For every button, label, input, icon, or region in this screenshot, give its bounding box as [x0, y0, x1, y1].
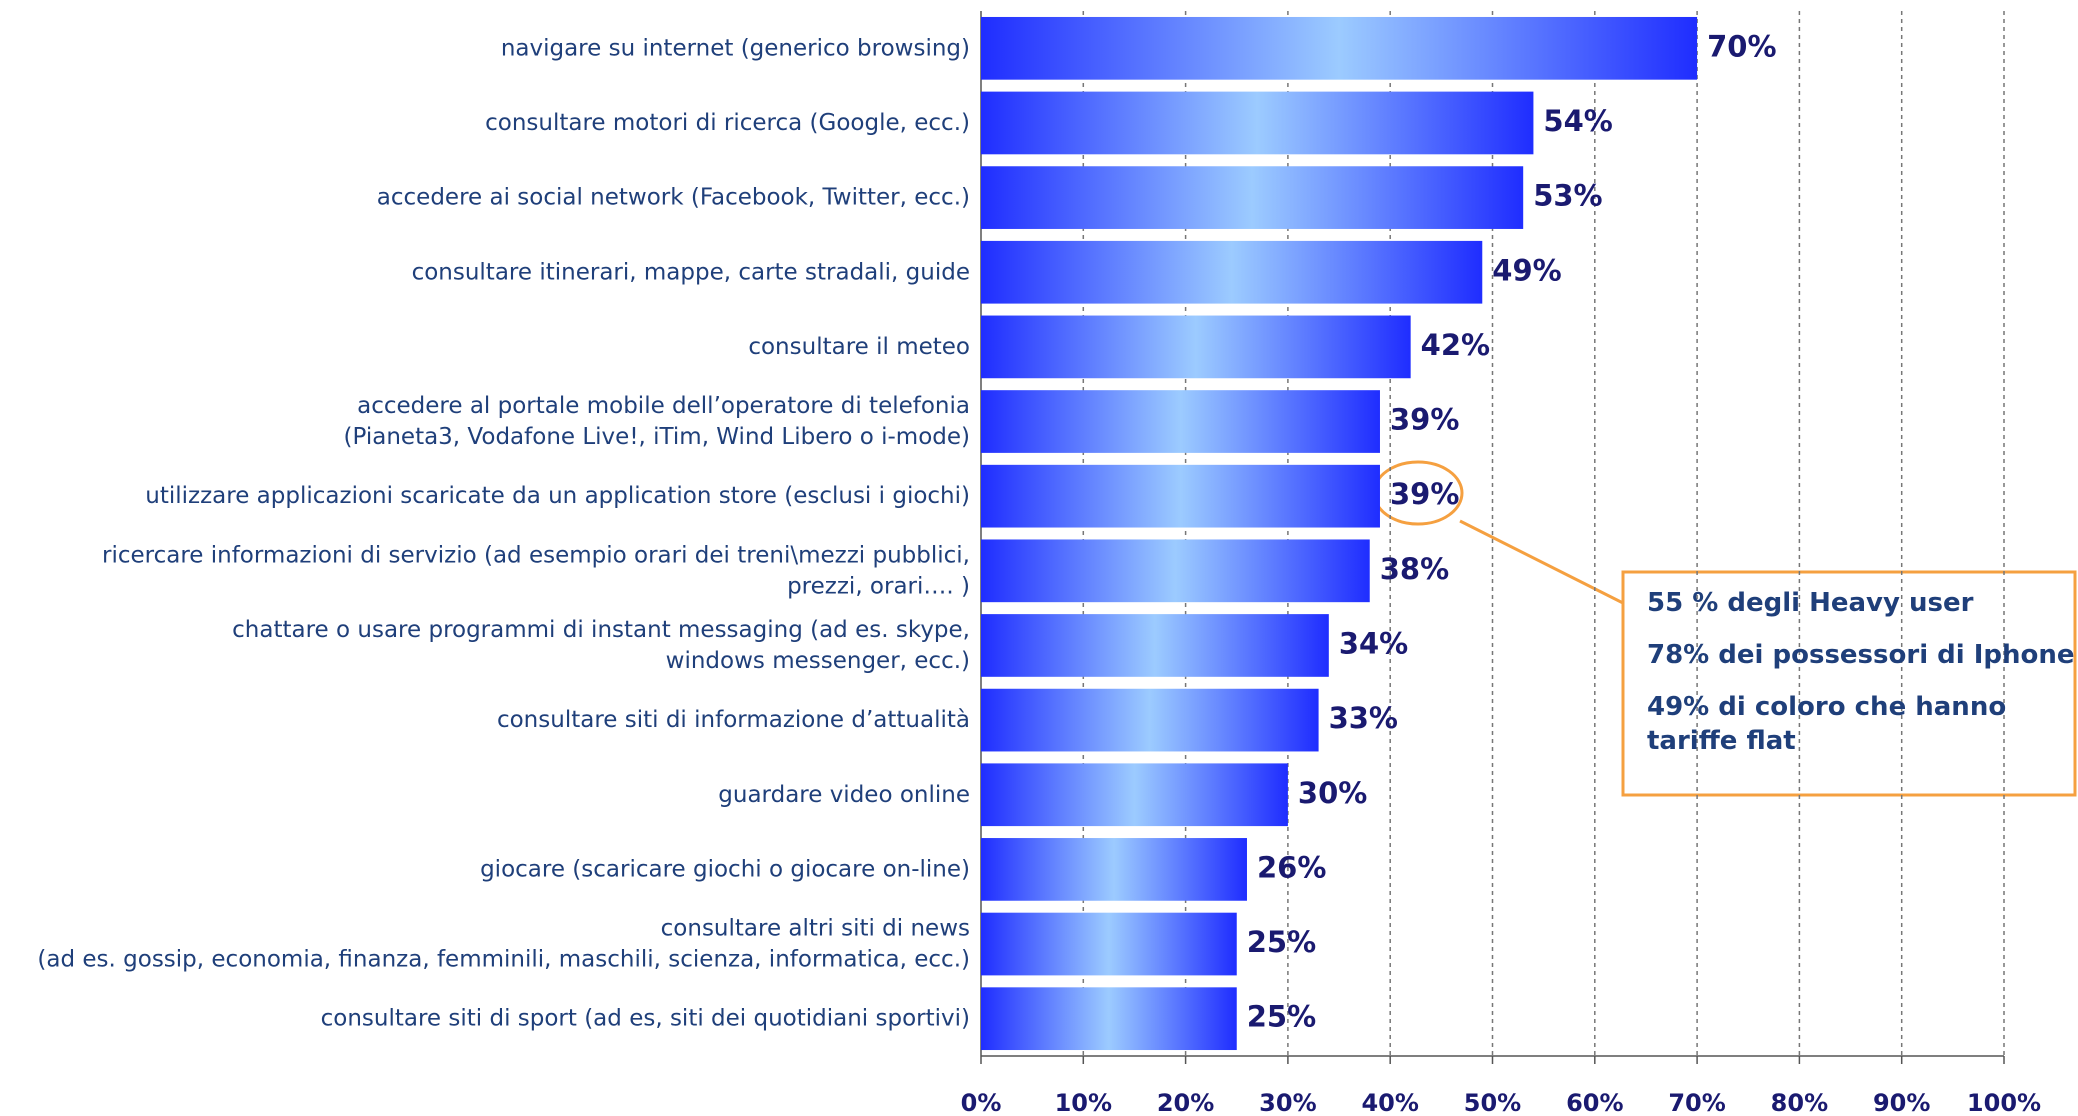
bar — [981, 390, 1380, 453]
value-label: 38% — [1380, 552, 1449, 586]
category-label: guardare video online — [718, 781, 970, 807]
text-line: consultare il meteo — [748, 333, 970, 359]
value-label: 26% — [1257, 850, 1326, 884]
text-line: windows messenger, ecc.) — [666, 647, 970, 673]
value-label: 39% — [1390, 403, 1459, 437]
category-label: accedere al portale mobile dell’operator… — [344, 393, 970, 450]
bar — [981, 240, 1483, 304]
bar — [981, 464, 1380, 528]
category-label: ricercare informazioni di servizio (ad e… — [102, 542, 970, 599]
value-label: 39% — [1390, 477, 1459, 511]
text-line: giocare (scaricare giochi o giocare on-l… — [480, 856, 970, 882]
x-tick-label: 80% — [1771, 1089, 1828, 1116]
text-line: navigare su internet (generico browsing) — [501, 35, 970, 61]
text-line: consultare motori di ricerca (Google, ec… — [485, 109, 970, 135]
text-line: consultare itinerari, mappe, carte strad… — [412, 259, 970, 285]
bar — [981, 838, 1247, 901]
bar — [981, 912, 1237, 976]
x-tick-label: 60% — [1566, 1089, 1623, 1116]
value-label: 34% — [1339, 626, 1408, 660]
category-label: consultare motori di ricerca (Google, ec… — [485, 109, 970, 135]
text-line: ricercare informazioni di servizio (ad e… — [102, 542, 970, 568]
category-label: consultare siti di informazione d’attual… — [497, 707, 970, 733]
x-tick-label: 70% — [1668, 1089, 1725, 1116]
bar — [981, 91, 1534, 155]
value-label: 25% — [1247, 1000, 1316, 1034]
bar — [981, 987, 1237, 1051]
text-line: guardare video online — [718, 781, 970, 807]
x-tick-label: 100% — [1967, 1089, 2041, 1116]
annotation: 55 % degli Heavy user — [1647, 588, 1974, 618]
x-tick-label: 90% — [1873, 1089, 1930, 1116]
connector — [1459, 519, 1624, 605]
annotation: 49% di coloro che hanno tariffe flat — [1647, 692, 2006, 756]
category-label: navigare su internet (generico browsing) — [501, 35, 970, 61]
value-label: 42% — [1421, 328, 1490, 362]
x-tick-label: 40% — [1361, 1089, 1418, 1116]
text-line: consultare siti di sport (ad es, siti de… — [321, 1005, 970, 1031]
text-line: 78% dei possessori di Iphone — [1647, 640, 2075, 670]
text-line: chattare o usare programmi di instant me… — [232, 616, 970, 642]
x-tick-label: 10% — [1055, 1089, 1112, 1116]
text-line: 49% di coloro che hanno — [1647, 692, 2006, 722]
category-label: utilizzare applicazioni scaricate da un … — [145, 483, 970, 509]
value-label: 49% — [1492, 253, 1561, 287]
text-line: (Pianeta3, Vodafone Live!, iTim, Wind Li… — [344, 424, 970, 450]
x-tick-label: 50% — [1464, 1089, 1521, 1116]
bar — [981, 16, 1698, 80]
text-line: 55 % degli Heavy user — [1647, 588, 1974, 618]
bar — [981, 688, 1319, 752]
category-label: consultare altri siti di news (ad es. gos… — [37, 915, 970, 972]
bar — [981, 315, 1411, 379]
category-label: accedere ai social network (Facebook, Tw… — [377, 184, 970, 210]
text-line: tariffe flat — [1647, 726, 1796, 756]
value-label: 33% — [1329, 701, 1398, 735]
value-label: 25% — [1247, 925, 1316, 959]
category-label: consultare siti di sport (ad es, siti de… — [321, 1005, 970, 1031]
category-label: giocare (scaricare giochi o giocare on-l… — [480, 856, 970, 882]
text-line: accedere ai social network (Facebook, Tw… — [377, 184, 970, 210]
x-tick-label: 30% — [1259, 1089, 1316, 1116]
text-line: utilizzare applicazioni scaricate da un … — [145, 483, 970, 509]
value-label: 70% — [1707, 29, 1776, 63]
annotation: 78% dei possessori di Iphone — [1647, 640, 2075, 670]
value-label: 54% — [1543, 104, 1612, 138]
text-line: consultare altri siti di news — [661, 915, 970, 941]
text-line: (ad es. gossip, economia, finanza, femmi… — [37, 946, 970, 972]
bar — [981, 539, 1370, 603]
bar — [981, 166, 1524, 229]
text-line: prezzi, orari…. ) — [787, 573, 970, 599]
category-label: consultare il meteo — [748, 333, 970, 359]
value-label: 53% — [1533, 179, 1602, 213]
annotation-box — [1621, 570, 2077, 797]
x-tick-label: 20% — [1157, 1089, 1214, 1116]
text-line: consultare siti di informazione d’attual… — [497, 707, 970, 733]
category-label: chattare o usare programmi di instant me… — [232, 616, 970, 673]
category-label: consultare itinerari, mappe, carte strad… — [412, 259, 970, 285]
bar — [981, 763, 1288, 827]
x-tick-label: 0% — [961, 1089, 1002, 1116]
value-label: 30% — [1298, 776, 1367, 810]
text-line: accedere al portale mobile dell’operator… — [357, 393, 970, 419]
bar — [981, 614, 1329, 677]
